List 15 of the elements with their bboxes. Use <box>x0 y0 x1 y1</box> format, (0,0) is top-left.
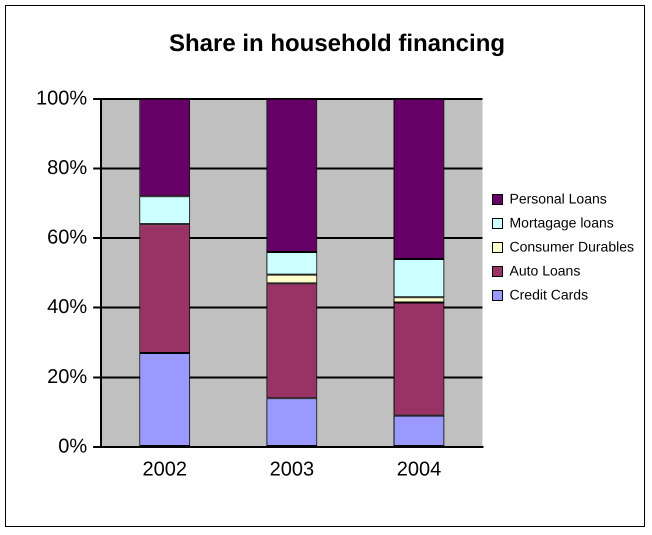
y-tick-label: 100% <box>36 87 88 110</box>
y-tick-label: 80% <box>47 156 88 179</box>
y-tick-label: 60% <box>47 226 88 249</box>
x-tick-label: 2003 <box>270 458 314 481</box>
x-tick-label: 2004 <box>396 458 442 481</box>
legend-label: Consumer Durables <box>510 238 634 254</box>
chart-title: Share in household financing <box>168 30 506 58</box>
y-tick-label: 0% <box>58 436 88 458</box>
legend-label: Credit Cards <box>510 286 588 302</box>
x-tick-label: 2002 <box>142 458 187 481</box>
legend-label: Mortagage loans <box>510 214 614 230</box>
legend-label: Personal Loans <box>510 190 607 206</box>
legend-label: Auto Loans <box>510 262 580 278</box>
y-tick-label: 20% <box>47 366 88 388</box>
y-tick-label: 40% <box>47 296 88 318</box>
